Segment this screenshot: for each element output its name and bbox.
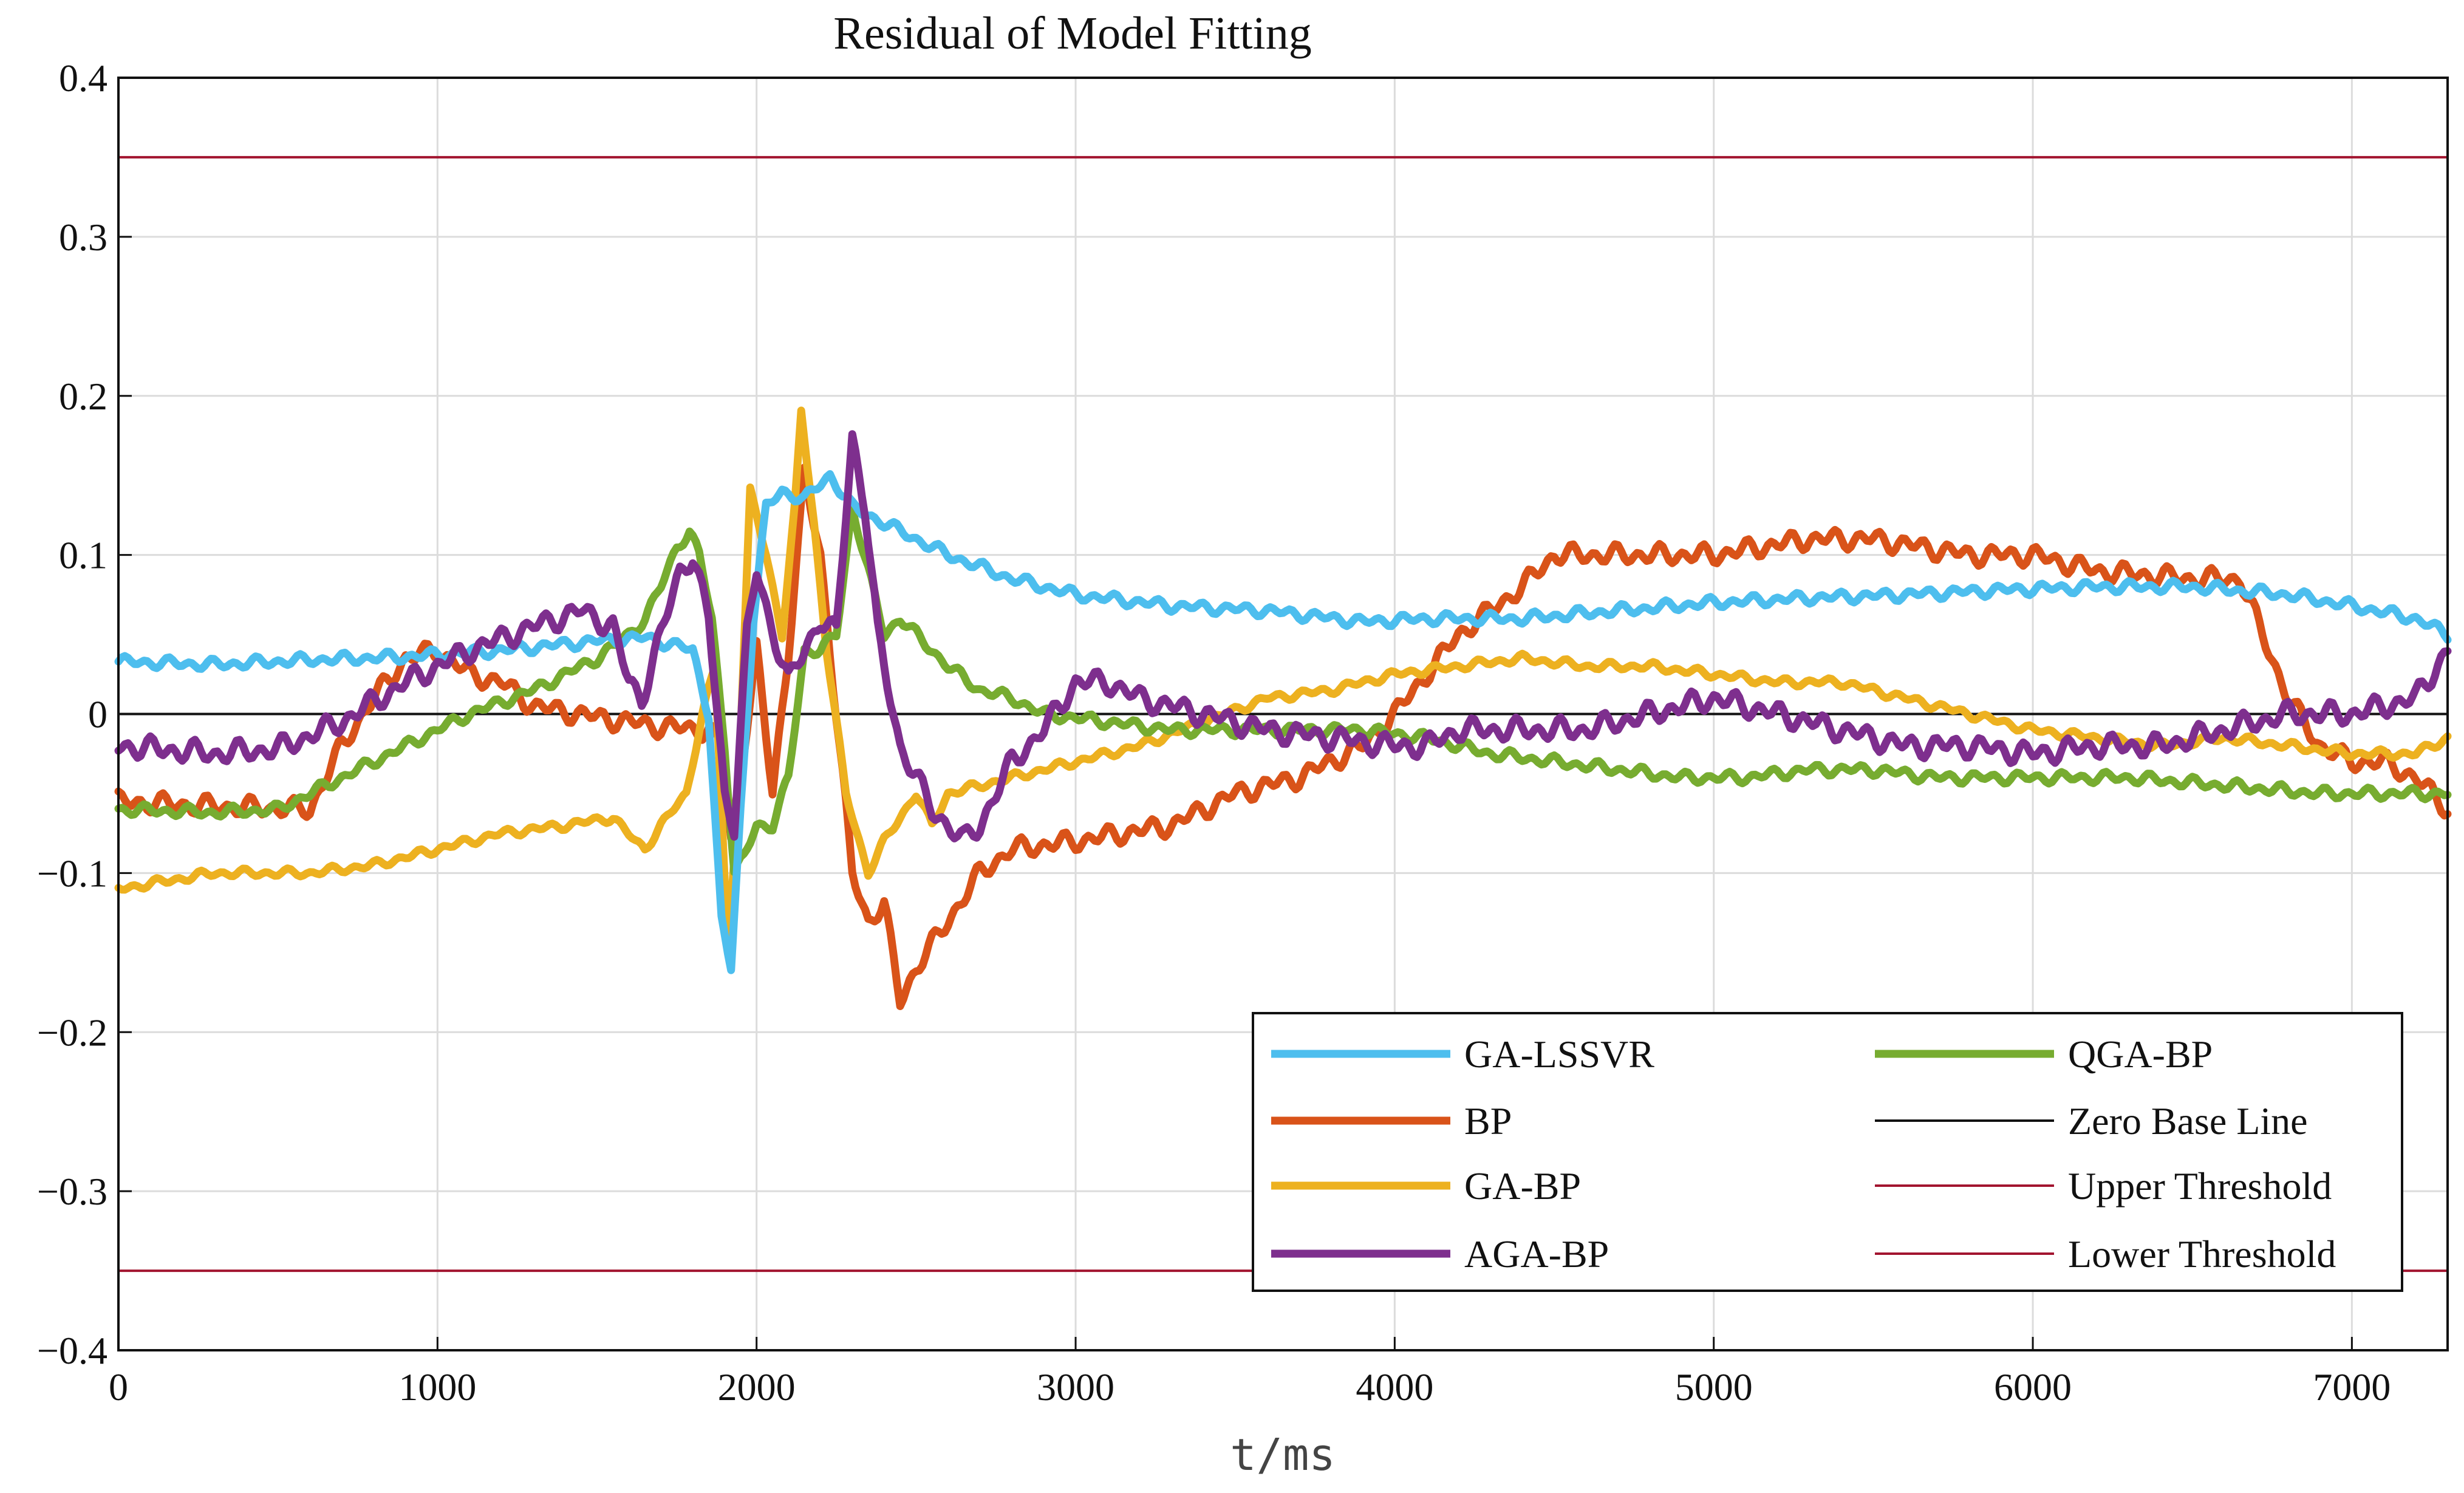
x-tick-label: 7000 xyxy=(2313,1365,2391,1409)
legend-label-upper-threshold: Upper Threshold xyxy=(2068,1164,2332,1208)
legend-label-lower-threshold: Lower Threshold xyxy=(2068,1232,2336,1276)
y-tick-label: −0.3 xyxy=(37,1170,108,1213)
y-tick-label: 0 xyxy=(88,693,108,736)
series-line-aga-bp xyxy=(114,430,2452,842)
y-tick-label: 0.4 xyxy=(59,56,108,100)
legend: GA-LSSVR BP GA-BP AGA-BP QGA-BP Zero Base Lin… xyxy=(1252,1012,2403,1292)
x-tick-label: 2000 xyxy=(718,1365,796,1409)
legend-label-ga-bp: GA-BP xyxy=(1464,1164,1581,1208)
y-tick-label: 0.3 xyxy=(59,216,108,259)
legend-label-ga-lssvr: GA-LSSVR xyxy=(1464,1033,1654,1076)
legend-label-qga-bp: QGA-BP xyxy=(2068,1033,2213,1076)
data-series xyxy=(114,406,2452,1010)
x-tick-label: 4000 xyxy=(1356,1365,1433,1409)
x-tick-label: 5000 xyxy=(1675,1365,1753,1409)
x-tick-label: 6000 xyxy=(1994,1365,2072,1409)
x-tick-label: 3000 xyxy=(1037,1365,1114,1409)
chart-title: Residual of Model Fitting xyxy=(833,8,1311,59)
series-line-ga-bp xyxy=(114,406,2452,955)
x-axis: 0 1000 2000 3000 4000 5000 6000 7000 xyxy=(109,1337,2391,1409)
y-tick-label: 0.2 xyxy=(59,375,108,418)
legend-label-zero-base-line: Zero Base Line xyxy=(2068,1099,2308,1143)
series-line-bp xyxy=(114,463,2452,1010)
y-tick-label: 0.1 xyxy=(59,534,108,577)
x-axis-label: t/ms xyxy=(1230,1429,1335,1480)
legend-label-bp: BP xyxy=(1464,1099,1512,1143)
y-tick-label: −0.1 xyxy=(37,852,108,895)
y-tick-label: −0.4 xyxy=(37,1329,108,1372)
y-axis: −0.4 −0.3 −0.2 −0.1 0 0.1 0.2 0.3 0.4 xyxy=(37,56,132,1372)
x-tick-label: 0 xyxy=(109,1365,128,1409)
series-line-ga-lssvr xyxy=(114,470,2452,974)
legend-box xyxy=(1252,1012,2403,1292)
y-tick-label: −0.2 xyxy=(37,1011,108,1054)
legend-label-aga-bp: AGA-BP xyxy=(1464,1232,1609,1276)
series-line-qga-bp xyxy=(114,503,2452,876)
x-tick-label: 1000 xyxy=(398,1365,476,1409)
